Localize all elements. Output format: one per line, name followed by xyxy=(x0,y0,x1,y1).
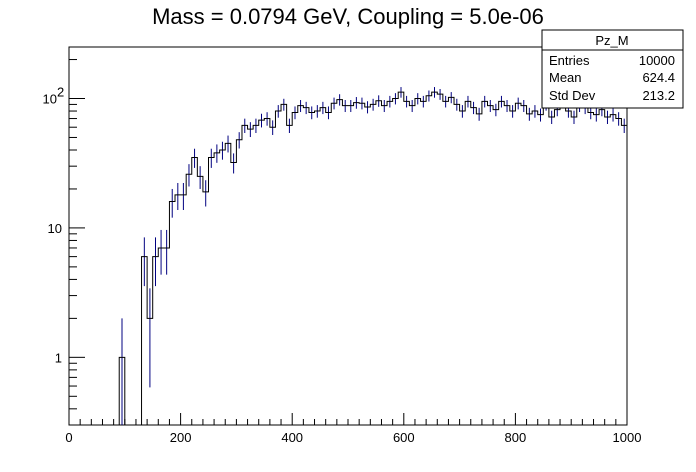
x-tick-label: 1000 xyxy=(613,430,642,445)
stats-box-name: Pz_M xyxy=(595,33,628,48)
histogram-line xyxy=(69,91,628,426)
x-tick-label: 200 xyxy=(170,430,192,445)
stats-box: Pz_M Entries 10000 Mean 624.4 Std Dev 21… xyxy=(541,29,684,109)
y-tick-label: 10 xyxy=(43,91,57,106)
stats-entries-label: Entries xyxy=(549,53,590,68)
x-tick-label: 0 xyxy=(65,430,72,445)
x-tick-label: 800 xyxy=(505,430,527,445)
y-tick-label: 10 xyxy=(48,221,62,236)
y-tick-label: 1 xyxy=(55,350,62,365)
stats-mean-label: Mean xyxy=(549,70,582,85)
stats-box-frame xyxy=(541,29,684,109)
x-tick-label: 600 xyxy=(393,430,415,445)
stats-entries-value: 10000 xyxy=(639,53,675,68)
chart-title: Mass = 0.0794 GeV, Coupling = 5.0e-06 xyxy=(152,4,544,29)
stats-stddev-value: 213.2 xyxy=(642,88,675,103)
x-axis: 0 200 400 600 800 1000 xyxy=(65,413,641,445)
stats-stddev-label: Std Dev xyxy=(549,88,596,103)
x-tick-label: 400 xyxy=(281,430,303,445)
y-tick-exponent: 2 xyxy=(57,84,64,99)
error-bars xyxy=(121,87,625,425)
stats-mean-value: 624.4 xyxy=(642,70,675,85)
